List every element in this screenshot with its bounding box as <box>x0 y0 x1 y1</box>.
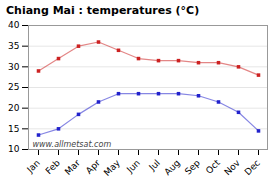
svg-text:Jul: Jul <box>146 158 161 173</box>
svg-text:25: 25 <box>8 82 19 92</box>
svg-text:Sep: Sep <box>183 158 202 177</box>
svg-text:35: 35 <box>8 41 19 51</box>
svg-text:Jun: Jun <box>124 158 142 176</box>
svg-text:40: 40 <box>8 20 20 30</box>
svg-text:30: 30 <box>8 62 20 72</box>
svg-text:10: 10 <box>8 144 20 154</box>
svg-text:15: 15 <box>8 124 19 134</box>
svg-text:Aug: Aug <box>162 158 182 178</box>
svg-text:Dec: Dec <box>243 158 262 177</box>
html-text:Chiang Mai : temperatures (°C): Chiang Mai : temperatures (°C) <box>6 4 200 17</box>
svg-text:Mar: Mar <box>63 157 82 176</box>
svg-text:Oct: Oct <box>204 157 222 175</box>
svg-text:Nov: Nov <box>222 157 242 177</box>
svg-text:Jan: Jan <box>24 158 42 176</box>
svg-text:Apr: Apr <box>84 158 102 176</box>
svg-text:20: 20 <box>8 103 20 113</box>
svg-text:May: May <box>102 157 123 178</box>
svg-text:Feb: Feb <box>44 158 63 177</box>
svg-text:www.allmetsat.com: www.allmetsat.com <box>33 140 112 149</box>
